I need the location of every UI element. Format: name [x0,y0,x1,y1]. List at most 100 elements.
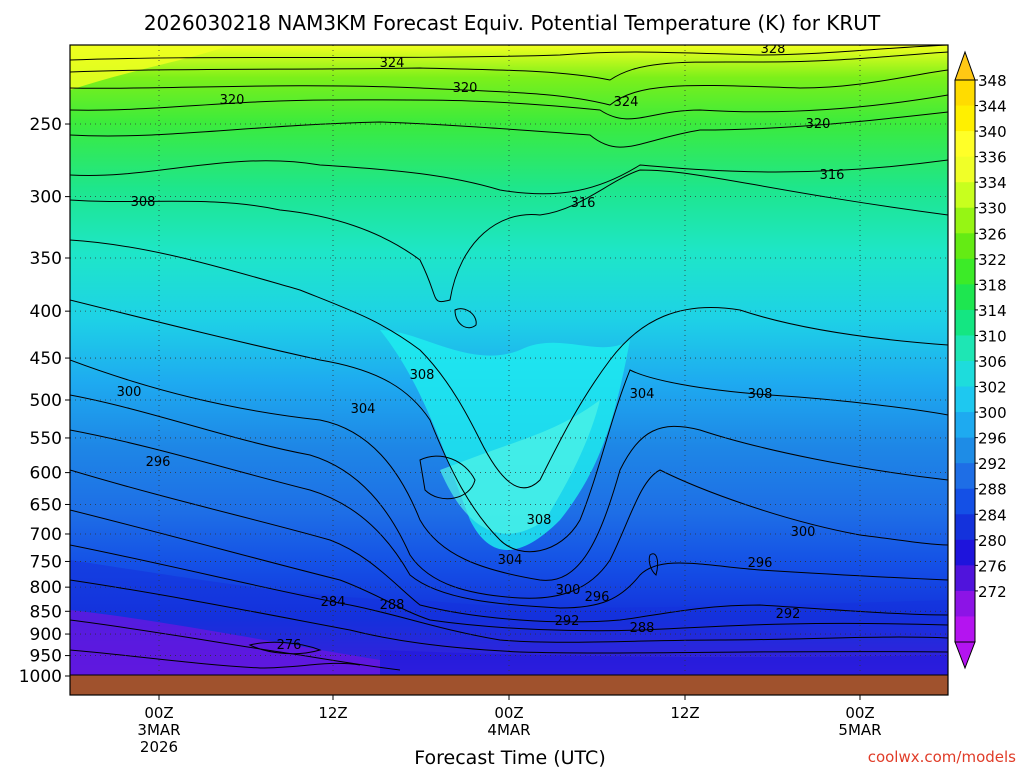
y-tick-label: 650 [30,495,62,515]
colorbar: 348 344 340 336 334 330 326 322 318 314 310 306 302 3… [954,50,1007,670]
colorbar-segment [955,131,975,158]
colorbar-segment [955,105,975,132]
colorbar-segment [955,565,975,592]
warm-corner-region [70,45,230,90]
colorbar-label: 326 [978,225,1007,243]
contour-line [70,111,948,148]
colorbar-label: 284 [978,506,1007,524]
colorbar-label: 322 [978,251,1007,269]
contour-label: 324 [380,56,405,71]
contour-label: 308 [131,195,156,210]
plot-area: 328 324 324 320 320 320 316 316 308 308 308 308 304 3… [70,42,948,695]
contour-line [70,239,948,489]
y-tick-label: 950 [30,647,62,667]
contour-line [70,51,948,81]
colorbar-label: 292 [978,455,1007,473]
colorbar-segment [955,335,975,362]
contour-line [248,641,322,655]
colorbar-label: 302 [978,379,1007,397]
x-tick-label: 00Z [144,704,173,722]
contour-label: 300 [117,385,142,400]
contour-label: 292 [776,607,801,622]
y-tick-label: 1000 [19,667,62,687]
y-tick-label: 250 [30,115,62,135]
contour-label: 328 [761,42,786,57]
colorbar-segment [955,258,975,285]
colorbar-segment [955,207,975,234]
colorbar-label: 348 [978,72,1007,90]
contour-line [70,69,948,106]
x-tick-label: 00Z [845,704,874,722]
contour-line [70,159,948,195]
contour-line [648,553,659,576]
colorbar-label: 340 [978,123,1007,141]
x-tick-label: 12Z [670,704,699,722]
colorbar-label: 330 [978,200,1007,218]
y-tick-label: 400 [30,302,62,322]
contour-label: 316 [571,196,596,211]
colorbar-segment [955,233,975,260]
contour-label: 284 [321,595,346,610]
ground-strip [70,675,948,695]
x-tick-label: 5MAR [838,721,881,739]
contour-lines [70,45,948,671]
colorbar-segment [955,488,975,515]
colorbar-segment [955,539,975,566]
contour-line [70,299,948,553]
contour-label: 304 [630,387,655,402]
contour-label: 324 [614,95,639,110]
colorbar-bottom-arrow [954,641,976,670]
colorbar-label: 344 [978,98,1007,116]
colorbar-label: 300 [978,404,1007,422]
contour-label: 304 [351,402,376,417]
colorbar-label: 272 [978,583,1007,601]
colorbar-segment [955,437,975,464]
contour-line [454,308,477,329]
contour-label: 304 [498,553,523,568]
contour-line [70,469,948,623]
colorbar-segment [955,386,975,413]
colorbar-segment [955,616,975,643]
y-tick-label: 600 [30,464,62,484]
contour-label: 296 [748,556,773,571]
contour-line [70,509,948,632]
contour-line [70,45,948,61]
colorbar-segment [955,156,975,183]
colorbar-label: 310 [978,327,1007,345]
colorbar-label: 334 [978,174,1007,192]
y-tick-label: 300 [30,188,62,208]
colorbar-segment [955,412,975,439]
contour-line [70,429,948,609]
contour-line [70,359,948,581]
contour-label: 296 [585,590,610,605]
contour-line [70,94,948,120]
y-tick-label: 550 [30,429,62,449]
colorbar-label: 318 [978,276,1007,294]
y-tick-label: 900 [30,625,62,645]
credit-text: coolwx.com/models [868,748,1016,766]
colorbar-segment [955,463,975,490]
contour-label: 296 [146,455,171,470]
trough-core-region [440,400,600,534]
y-tick-label: 700 [30,525,62,545]
colorbar-segment [955,80,975,107]
y-axis: 250 300 350 400 450 500 550 600 650 700 750 800 850 9… [19,115,70,687]
colorbar-label: 296 [978,430,1007,448]
contour-line [70,579,948,654]
x-tick-label: 4MAR [487,721,530,739]
colorbar-label: 288 [978,481,1007,499]
colorbar-segment [955,182,975,209]
contour-line [70,169,948,303]
colorbar-segment [955,361,975,388]
colorbar-label: 276 [978,557,1007,575]
x-tick-label: 2026 [140,738,178,756]
colorbar-label: 306 [978,353,1007,371]
contour-line [419,455,476,500]
contour-label: 308 [527,513,552,528]
contour-label: 308 [748,387,773,402]
contour-labels: 328 324 324 320 320 320 316 316 308 308 308 308 304 3… [117,42,845,653]
x-tick-label: 3MAR [137,721,180,739]
x-axis-label: Forecast Time (UTC) [414,747,605,768]
colorbar-segment [955,284,975,311]
grid-lines [70,45,948,695]
